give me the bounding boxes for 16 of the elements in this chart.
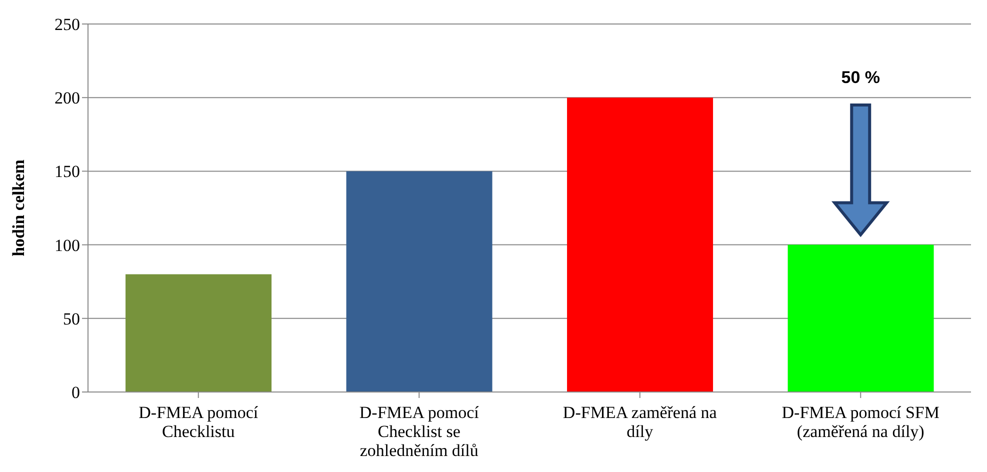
y-tick-label: 150 — [54, 162, 80, 182]
x-tick-label: D-FMEA zaměřená na díly — [562, 403, 718, 441]
bar — [346, 171, 492, 392]
x-tick-label: D-FMEA pomocí Checklistu — [138, 403, 258, 441]
x-tick-label: D-FMEA pomocí Checklist se zohledněním dílů — [359, 403, 480, 460]
y-tick-label: 100 — [54, 236, 80, 255]
y-tick-label: 0 — [72, 383, 80, 402]
y-tick-label: 250 — [54, 15, 80, 34]
annotation: 50 % — [841, 68, 880, 87]
bar — [567, 98, 714, 392]
y-tick-label: 200 — [54, 88, 80, 108]
bar — [788, 244, 934, 392]
y-axis-title: hodin celkem — [9, 160, 28, 256]
y-tick-label: 50 — [63, 309, 80, 328]
bar — [126, 274, 272, 392]
x-tick-label: D-FMEA pomocí SFM (zaměřená na díly) — [782, 403, 940, 441]
